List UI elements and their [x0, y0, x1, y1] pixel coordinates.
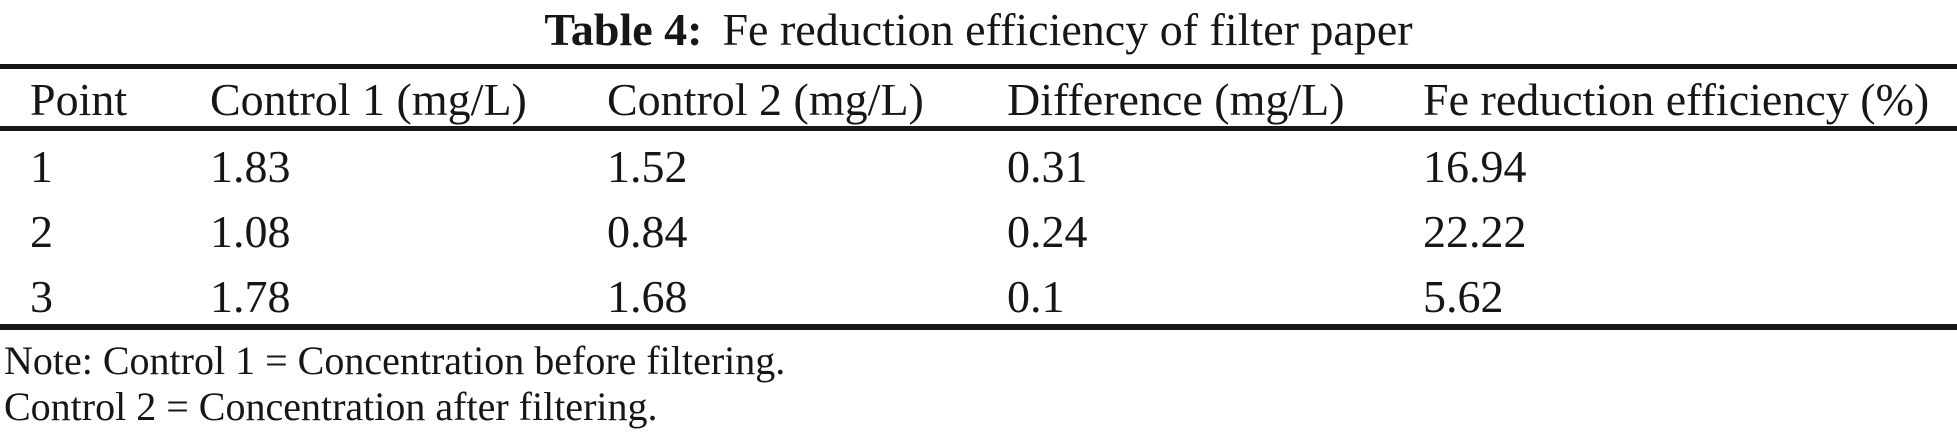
table-header: Point Control 1 (mg/L) Control 2 (mg/L) … — [0, 66, 1957, 131]
table-body: 1 1.83 1.52 0.31 16.94 2 1.08 0.84 0.24 … — [0, 129, 1957, 327]
cell-difference: 0.1 — [1007, 270, 1065, 322]
table-notes: Note: Control 1 = Concentration before f… — [0, 338, 1957, 430]
table-caption: Table 4: Fe reduction efficiency of filte… — [0, 2, 1957, 58]
column-header-control2: Control 2 (mg/L) — [607, 66, 1007, 131]
table-row: 3 1.78 1.68 0.1 5.62 — [0, 261, 1957, 327]
note-line: Control 2 = Concentration after filterin… — [4, 383, 658, 429]
column-header-control1: Control 1 (mg/L) — [210, 66, 607, 131]
column-header-efficiency: Fe reduction efficiency (%) — [1423, 66, 1957, 131]
table-caption-label: Table 4: — [544, 4, 703, 55]
cell-control1: 1.78 — [210, 270, 291, 322]
cell-control1: 1.08 — [210, 206, 291, 257]
cell-efficiency: 16.94 — [1423, 141, 1527, 193]
table-caption-text: Fe reduction efficiency of filter paper — [722, 4, 1413, 55]
cell-control1: 1.83 — [210, 141, 291, 193]
table-row: 2 1.08 0.84 0.24 22.22 — [0, 195, 1957, 261]
cell-efficiency: 22.22 — [1423, 206, 1527, 257]
cell-control2: 0.84 — [607, 206, 688, 257]
note-line: Note: Control 1 = Concentration before f… — [4, 337, 786, 383]
cell-control2: 1.68 — [607, 270, 688, 322]
cell-point: 3 — [30, 270, 53, 322]
cell-difference: 0.24 — [1007, 206, 1088, 257]
column-header-point: Point — [0, 66, 210, 131]
header-row: Point Control 1 (mg/L) Control 2 (mg/L) … — [0, 66, 1957, 131]
cell-efficiency: 5.62 — [1423, 270, 1504, 322]
fe-reduction-table: Point Control 1 (mg/L) Control 2 (mg/L) … — [0, 64, 1957, 330]
paper-table-figure: Table 4: Fe reduction efficiency of filte… — [0, 2, 1957, 430]
cell-point: 1 — [30, 141, 53, 193]
table-row: 1 1.83 1.52 0.31 16.94 — [0, 129, 1957, 195]
cell-control2: 1.52 — [607, 141, 688, 193]
column-header-difference: Difference (mg/L) — [1007, 66, 1423, 131]
cell-difference: 0.31 — [1007, 141, 1088, 193]
cell-point: 2 — [30, 206, 53, 257]
